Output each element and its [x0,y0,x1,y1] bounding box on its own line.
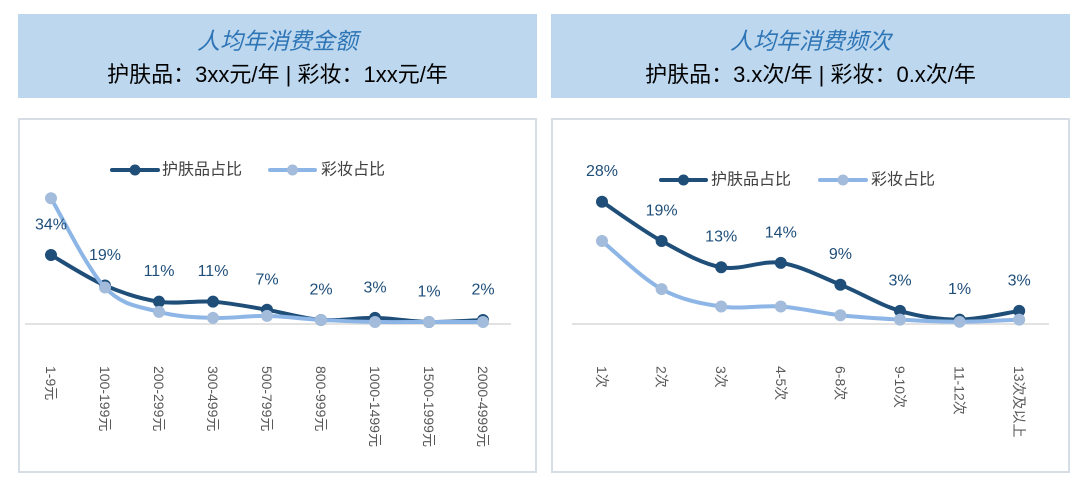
skincare-data-label: 7% [255,271,278,288]
makeup-point [45,192,57,205]
chart-panel-spend-amount: 34% 19% 11% 11% 7% 2% 3% 1% 2% 1-9元 100-199元 200-29… [18,118,537,473]
x-tick-label: 13次及以上 [1011,366,1027,438]
skincare-point [774,256,787,269]
x-tick-label: 4-5次 [773,366,789,400]
makeup-point [596,235,608,248]
chart-panel-purchase-frequency: 28% 19% 13% 14% 9% 3% 1% 3% 1次 2次 3次 4-5次 6-8次 9-10次 1… [551,118,1070,473]
makeup-point [953,315,966,328]
skincare-data-label: 9% [829,246,852,263]
x-tick-label: 100-199元 [97,366,113,431]
skincare-point [45,249,57,262]
x-tick-label: 9-10次 [892,366,908,408]
chart-title: 人均年消费金额 [197,28,358,54]
legend-marker [837,174,849,186]
skincare-data-label: 3% [888,272,911,289]
skincare-data-label: 19% [89,247,121,264]
skincare-data-label: 11% [144,263,175,280]
x-tick-label: 11-12次 [952,366,968,415]
skincare-data-label: 3% [363,279,386,296]
legend-label: 彩妆占比 [321,161,385,179]
makeup-point [261,309,273,322]
skincare-data-label: 2% [309,281,332,298]
skincare-data-label: 1% [417,283,440,300]
legend-item-makeup: 彩妆占比 [268,161,385,179]
makeup-point [99,281,111,294]
x-tick-label: 500-799元 [259,366,275,431]
makeup-point [894,313,906,326]
legend-label: 护肤品占比 [711,171,791,189]
skincare-point [596,195,608,208]
skincare-data-label: 19% [646,203,678,220]
makeup-point [315,313,327,326]
makeup-point [369,315,381,328]
skincare-data-label: 11% [198,263,229,280]
x-tick-label: 300-499元 [205,366,221,431]
legend-marker [287,164,298,176]
makeup-point [774,300,787,313]
chart-subtitle: 护肤品：3.x次/年 | 彩妆：0.x次/年 [645,62,976,87]
x-tick-label: 1-9元 [43,366,59,400]
legend-item-makeup: 彩妆占比 [818,171,935,189]
makeup-point [477,315,489,328]
makeup-point [207,311,219,324]
skincare-point [207,295,219,308]
skincare-point [715,261,728,274]
legend-marker [129,164,141,176]
x-tick-label: 800-999元 [313,366,329,431]
line-chart-purchase-frequency: 28% 19% 13% 14% 9% 3% 1% 3% 1次 2次 3次 4-5次 6-8次 9-10次 1… [572,163,1049,438]
legend-item-skincare: 护肤品占比 [659,171,791,189]
skincare-point [834,278,847,291]
legend-label: 护肤品占比 [162,161,242,179]
x-tick-label: 200-299元 [151,366,167,431]
skincare-data-label: 28% [586,163,618,180]
legend-marker [678,174,689,186]
makeup-point [834,309,847,322]
chart-title: 人均年消费频次 [730,28,891,54]
skincare-data-label: 2% [471,281,494,298]
skincare-data-label: 1% [948,281,971,298]
skincare-point [655,235,668,248]
x-tick-label: 2次 [654,366,670,388]
skincare-data-label: 13% [705,229,737,246]
makeup-point [715,300,728,313]
header-spend-amount: 人均年消费金额 护肤品：3xx元/年 | 彩妆：1xx元/年 [18,14,537,98]
makeup-point [423,315,435,328]
x-tick-label: 6-8次 [832,366,848,400]
x-tick-label: 1500-1999元 [421,366,437,447]
makeup-point [153,305,165,318]
legend-label: 彩妆占比 [871,171,935,189]
x-tick-label: 3次 [713,366,729,388]
skincare-data-label: 14% [765,224,797,241]
skincare-data-label: 3% [1008,272,1031,289]
legend-item-skincare: 护肤品占比 [110,161,242,179]
x-tick-label: 1次 [594,366,610,388]
skincare-data-label: 34% [35,217,67,234]
chart-subtitle: 护肤品：3xx元/年 | 彩妆：1xx元/年 [107,62,448,87]
line-chart-spend-amount: 34% 19% 11% 11% 7% 2% 3% 1% 2% 1-9元 100-199元 200-29… [25,161,511,447]
skincare-point [153,295,165,308]
header-purchase-frequency: 人均年消费频次 护肤品：3.x次/年 | 彩妆：0.x次/年 [551,14,1070,98]
makeup-point [1013,313,1026,326]
x-tick-label: 2000-4999元 [475,366,491,447]
x-tick-label: 1000-1499元 [367,366,383,447]
makeup-point [655,283,668,296]
